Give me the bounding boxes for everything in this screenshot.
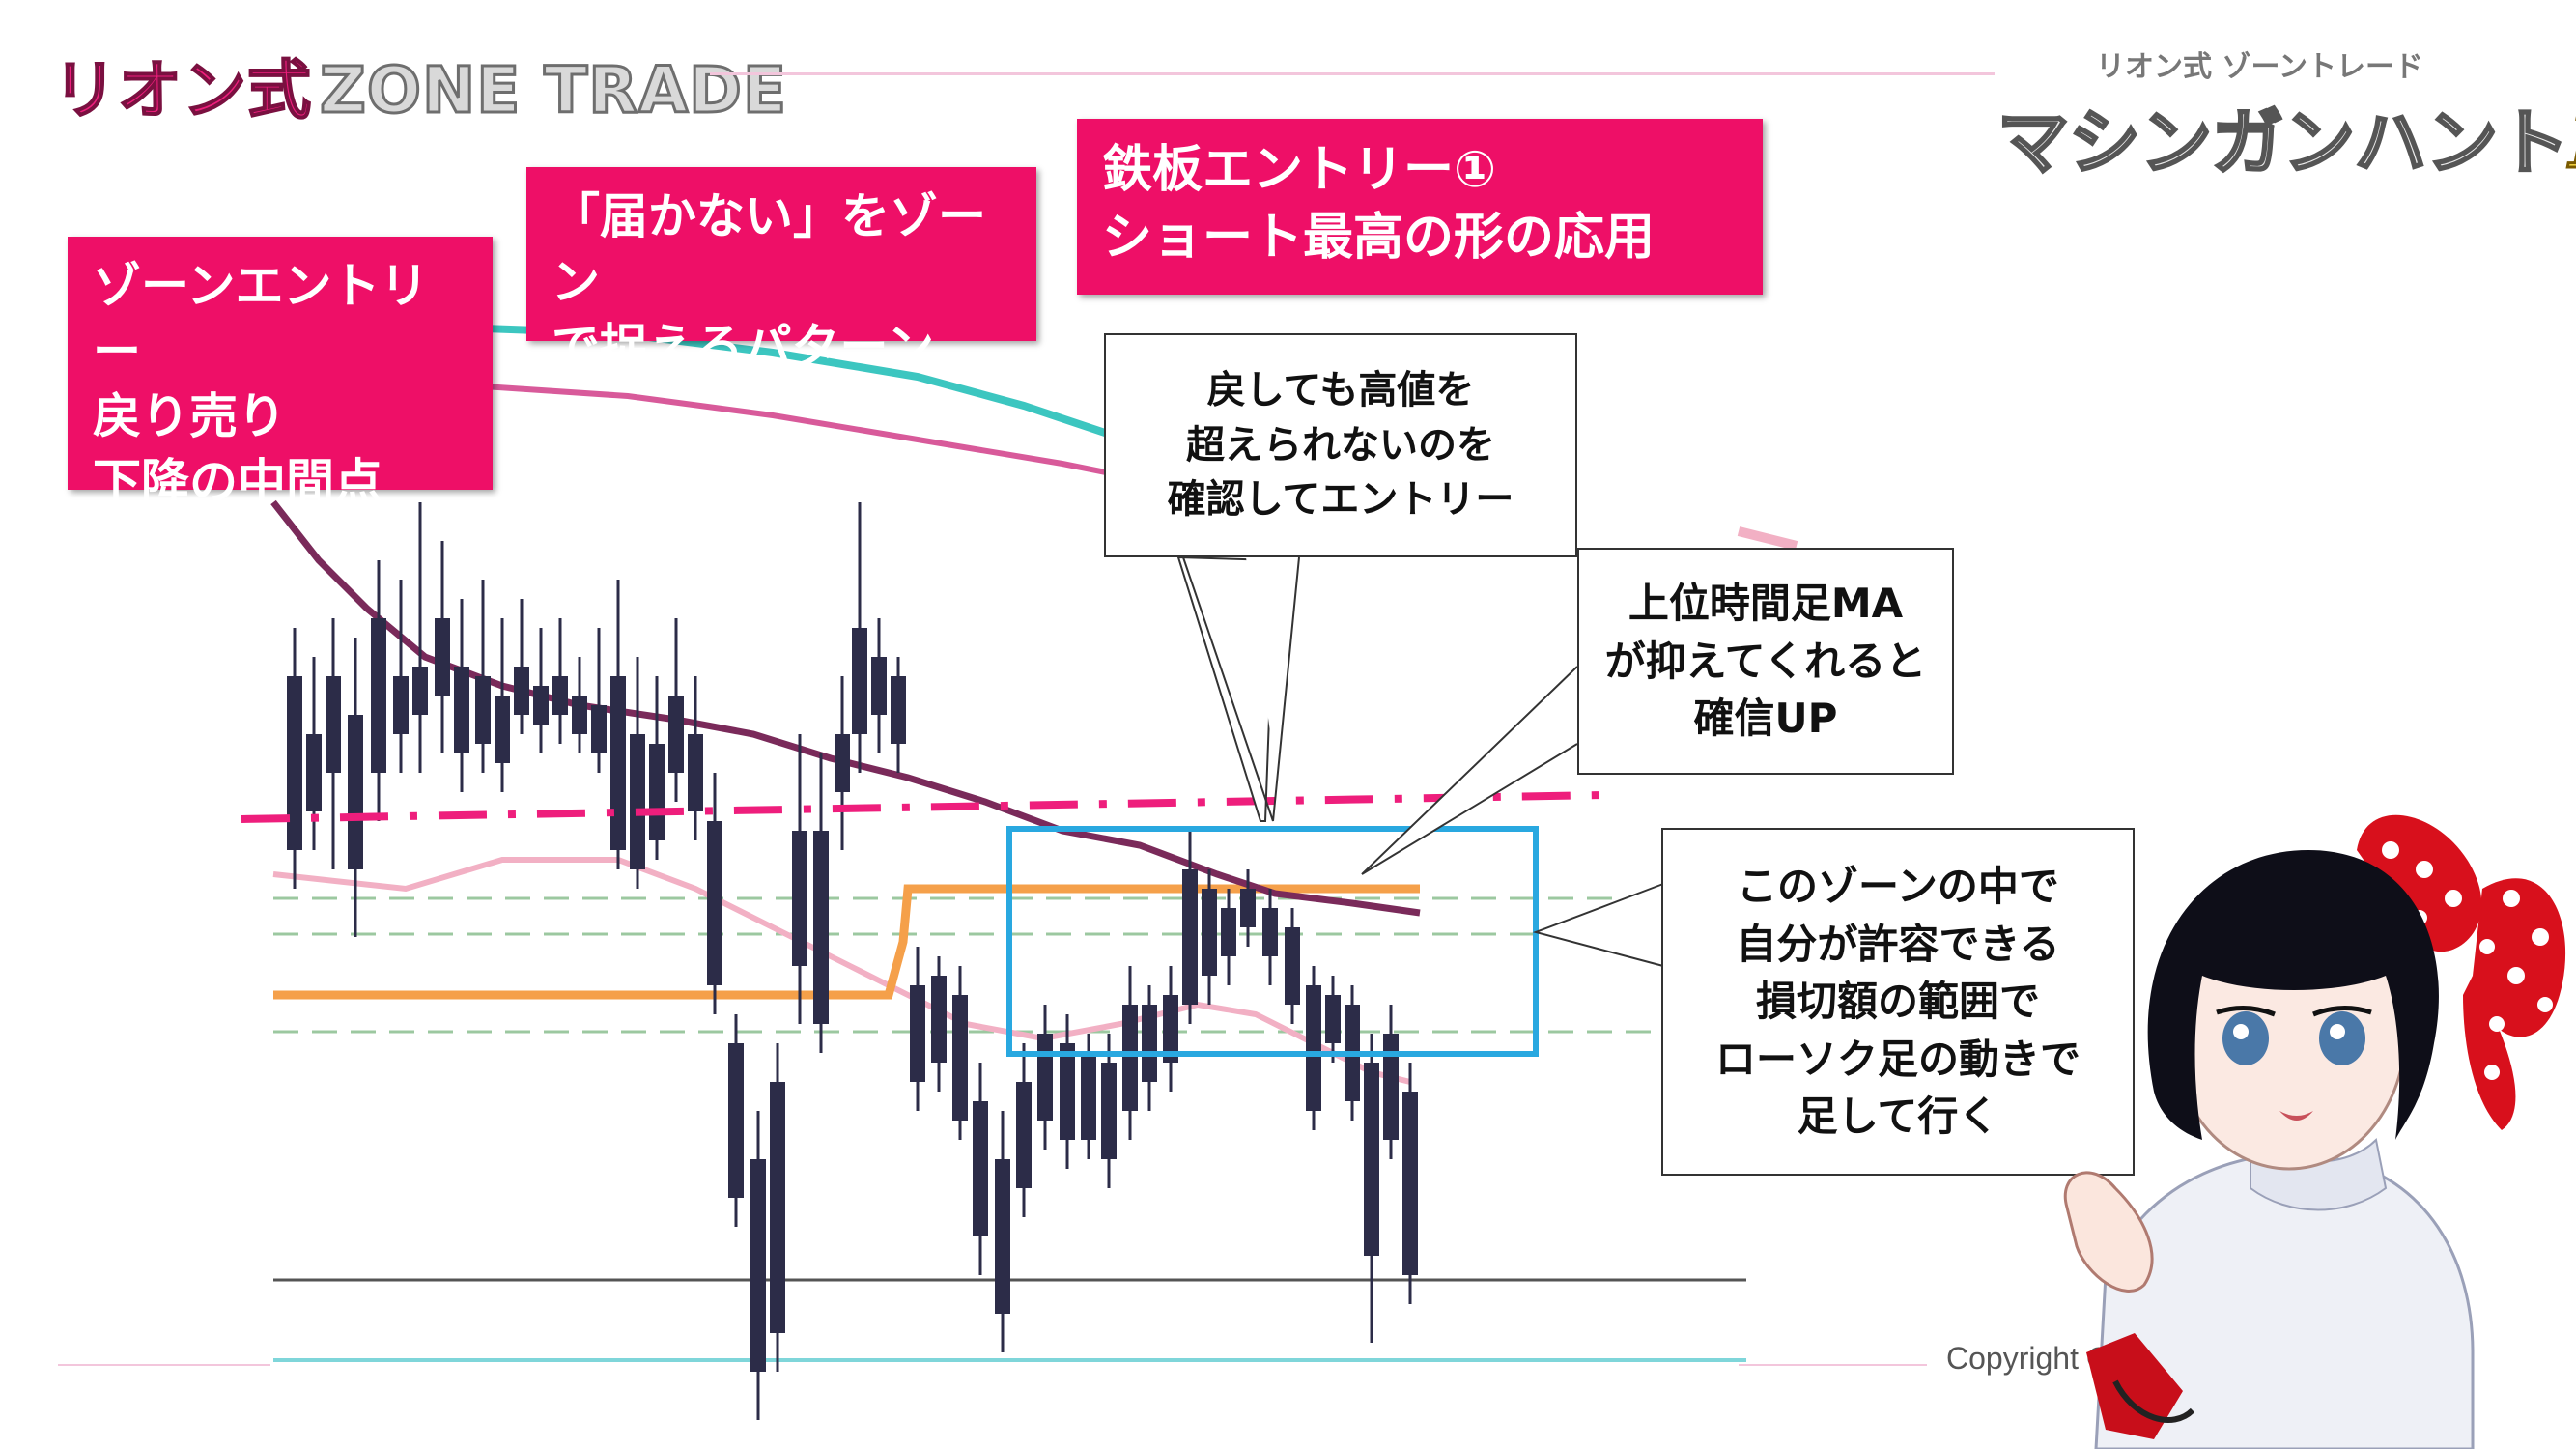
candle-body-5 <box>371 618 386 773</box>
candle-body-13 <box>533 686 549 724</box>
candle-body-9 <box>454 667 469 753</box>
candles <box>287 502 1418 1420</box>
candle-body-19 <box>649 744 665 840</box>
footer-divider-right <box>1739 1364 1927 1366</box>
candle-body-17 <box>610 676 626 850</box>
brand-title-jp: マシンガンハント <box>1996 100 2571 186</box>
candle-body-37 <box>1016 1082 1032 1188</box>
candle-body-15 <box>572 696 587 734</box>
copyright-text: Copyright © All rights reserved. <box>1946 1341 2373 1376</box>
candle-body-7 <box>412 667 428 715</box>
resistance-dashdot-line <box>241 791 1604 823</box>
candle-body-42 <box>1122 1005 1138 1111</box>
candle-body-35 <box>973 1101 988 1236</box>
candle-body-2 <box>306 734 322 811</box>
candle-body-33 <box>931 976 947 1063</box>
candle-body-46 <box>1202 889 1217 976</box>
candle-body-1 <box>287 676 302 850</box>
logo-zone-trade: リオン式 ZONE TRADE <box>52 39 788 131</box>
candle-body-49 <box>1262 908 1278 956</box>
footer-divider-left <box>58 1364 270 1366</box>
candle-body-4 <box>348 715 363 869</box>
candle-body-21 <box>688 734 703 811</box>
ma-fragment <box>1737 526 1798 551</box>
candle-body-31 <box>891 676 906 744</box>
ma-purple <box>270 499 1421 917</box>
callout-zone-add: このゾーンの中で 自分が許容できる 損切額の範囲で ローソク足の動きで 足して行… <box>1661 828 2135 1176</box>
candle-body-27 <box>813 831 829 1024</box>
candle-body-25 <box>770 1082 785 1333</box>
candle-body-23 <box>728 1043 744 1198</box>
callout1-tail-left <box>1182 556 1274 822</box>
candle-body-50 <box>1285 927 1300 1005</box>
ma-orange <box>273 884 1420 1000</box>
candle-body-18 <box>630 734 645 869</box>
chart-overlay <box>241 555 1664 1057</box>
label-pattern: 「届かない」をゾーン で捉えるパターン <box>526 167 1036 375</box>
logo-machinegun-hunt: リオン式 ゾーントレード マシンガンハントFX <box>1980 37 2576 191</box>
callout-higher-tf-ma: 上位時間足MA が抑えてくれると 確信UP <box>1577 548 1954 775</box>
candle-body-12 <box>514 667 529 715</box>
candle-body-56 <box>1402 1092 1418 1275</box>
candle-body-55 <box>1383 1034 1399 1140</box>
callout-high-check: 戻しても高値を 超えられないのを 確認してエントリー <box>1104 333 1577 557</box>
logo-en-text: ZONE TRADE <box>318 52 788 129</box>
candle-body-41 <box>1101 1063 1117 1159</box>
candle-body-38 <box>1037 1034 1053 1121</box>
candle-body-30 <box>871 657 887 715</box>
candle-body-3 <box>326 676 341 773</box>
label-iron-entry: 鉄板エントリー① ショート最高の形の応用 <box>1077 119 1763 295</box>
callout1-tail-right <box>1272 556 1300 822</box>
candle-body-51 <box>1306 985 1321 1111</box>
candle-body-24 <box>750 1159 766 1372</box>
candle-body-34 <box>952 995 968 1121</box>
candle-body-22 <box>707 821 722 985</box>
candle-body-44 <box>1163 995 1178 1063</box>
ma-pink <box>482 384 1112 476</box>
candle-body-16 <box>591 705 607 753</box>
candle-body-8 <box>435 618 450 696</box>
header-divider <box>710 72 1995 75</box>
brand-title: マシンガンハントFX <box>1996 85 2576 188</box>
candle-body-28 <box>835 734 850 792</box>
brand-title-fx: FX <box>2568 100 2576 186</box>
candle-body-43 <box>1142 1005 1157 1082</box>
candle-body-48 <box>1240 889 1256 927</box>
candle-body-6 <box>393 676 409 734</box>
candle-body-29 <box>852 628 867 734</box>
logo-jp-text: リオン式 <box>52 52 312 128</box>
candle-body-39 <box>1060 1043 1075 1140</box>
callout2-tail <box>1361 666 1578 875</box>
candle-body-45 <box>1182 869 1198 1005</box>
callout1-tail-fill <box>1246 557 1299 802</box>
callout3-tail <box>1532 883 1664 967</box>
candle-body-40 <box>1081 1053 1096 1140</box>
candle-body-14 <box>552 676 568 715</box>
brand-subtitle: リオン式 ゾーントレード <box>2096 50 2423 84</box>
candle-body-54 <box>1364 1063 1379 1256</box>
candle-body-36 <box>995 1159 1010 1314</box>
candle-body-11 <box>495 696 510 763</box>
candle-body-47 <box>1221 908 1236 956</box>
candle-body-10 <box>475 676 491 744</box>
candle-body-26 <box>792 831 807 966</box>
candle-body-52 <box>1325 995 1341 1043</box>
label-zone-entry: ゾーンエントリー 戻り売り 下降の中間点 <box>68 237 493 510</box>
candle-body-20 <box>668 696 684 773</box>
candle-body-32 <box>910 985 925 1082</box>
zone-box <box>1006 826 1539 1057</box>
